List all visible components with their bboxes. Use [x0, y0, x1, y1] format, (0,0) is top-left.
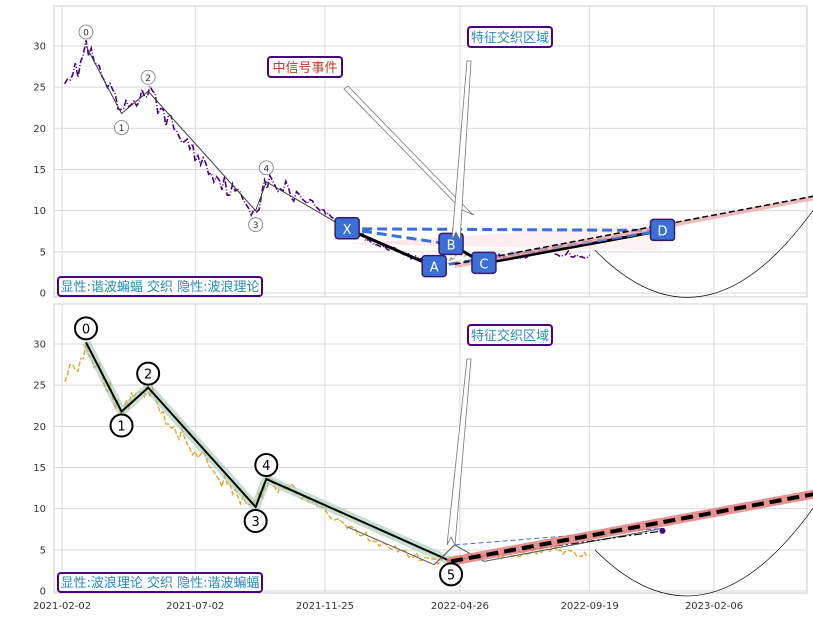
wave-point-marker: [73, 316, 98, 341]
wave-point-marker: [136, 361, 161, 386]
wave-point-marker: [243, 509, 268, 534]
y-tick-label: 20: [33, 124, 46, 135]
wave-point-label: 3: [252, 515, 260, 530]
y-tick-label: 0: [40, 587, 46, 598]
legend-box-text: 显性:谐波蝙蝠 交织 隐性:波浪理论: [60, 279, 259, 295]
y-tick-label: 15: [33, 463, 46, 474]
wave-point-marker: [254, 453, 279, 478]
wave-point-label: 4: [263, 164, 269, 174]
wave-point-marker: [439, 562, 464, 587]
wave-point-marker: [78, 24, 94, 40]
x-tick-label: 2022-04-26: [431, 601, 489, 612]
wave-point-marker: [140, 69, 156, 85]
annotation-interweave-region: 特征交织区域: [471, 328, 549, 344]
annotation-box: [267, 56, 343, 78]
projection-band: [454, 196, 813, 269]
y-tick-label: 10: [33, 206, 46, 217]
wave-point-label: 1: [119, 124, 125, 134]
annotation-box: [467, 26, 553, 48]
wave-point-label: 0: [83, 29, 89, 39]
wave-point-label: 2: [145, 74, 151, 84]
projection-line: [450, 492, 813, 564]
legend-box-text: 显性:波浪理论 交织 隐性:谐波蝙蝠: [60, 575, 259, 591]
y-tick-label: 5: [40, 247, 46, 258]
x-tick-label: 2021-02-02: [33, 601, 91, 612]
harmonic-point-label: D: [657, 224, 667, 239]
harmonic-point-marker: [471, 251, 497, 275]
harmonic-point-marker: [438, 232, 464, 256]
annotation-box: [467, 324, 553, 346]
hidden-harmonic-ratio-line: [454, 527, 663, 546]
hidden-harmonic-end-point: [659, 527, 666, 534]
annotation-interweave-region: 特征交织区域: [471, 30, 549, 46]
wave-point-label: 4: [262, 459, 270, 474]
annotation-arrow: [446, 358, 472, 547]
y-tick-label: 25: [33, 381, 46, 392]
y-tick-label: 25: [33, 83, 46, 94]
wave-line: [85, 341, 452, 563]
harmonic-point-label: A: [430, 261, 439, 276]
wave-point-label: 0: [82, 322, 90, 337]
projection-arc: [594, 507, 813, 597]
y-tick-label: 5: [40, 545, 46, 556]
wave-point-label: 3: [253, 221, 259, 231]
annotation-signal-event: 中信号事件: [272, 61, 337, 76]
x-tick-label: 2022-09-19: [561, 601, 619, 612]
wave-point-label: 5: [447, 568, 455, 583]
x-tick-label: 2021-07-02: [166, 601, 224, 612]
plot-area: [53, 303, 808, 594]
projection-arc: [594, 209, 813, 298]
y-tick-label: 15: [33, 165, 46, 176]
legend-box: [57, 276, 263, 297]
wave-point-marker: [248, 217, 264, 233]
price-line: [64, 40, 591, 269]
wave-point-label: 2: [144, 368, 152, 383]
x-tick-label: 2021-11-25: [296, 601, 354, 612]
wave-point-label: 1: [117, 420, 125, 435]
y-tick-label: 10: [33, 504, 46, 515]
wave-line: [85, 45, 348, 230]
harmonic-point-marker: [334, 217, 360, 240]
wave-point-marker: [258, 160, 274, 176]
y-tick-label: 30: [33, 340, 46, 351]
annotation-arrow: [451, 60, 472, 242]
harmonic-point-marker: [649, 218, 676, 242]
harmonic-point-marker: [421, 254, 447, 278]
plot-area: [53, 5, 808, 298]
x-tick-label: 2023-02-06: [685, 601, 743, 612]
panel-top: 0 5 10 15 20 25 30 0 1 2 3 4 X AB C D 中信号事件 特征交织区域显性:谐波蝙蝠…: [33, 5, 813, 300]
harmonic-point-label: B: [447, 238, 456, 253]
wave-point-marker: [114, 120, 129, 135]
harmonic-point-label: X: [343, 223, 352, 238]
annotation-arrow: [343, 85, 475, 216]
y-tick-label: 0: [40, 289, 46, 300]
wave-point-marker: [109, 413, 134, 438]
legend-box: [57, 572, 263, 593]
y-tick-label: 20: [33, 422, 46, 433]
harmonic-point-label: C: [479, 257, 488, 272]
y-tick-label: 30: [33, 42, 46, 53]
